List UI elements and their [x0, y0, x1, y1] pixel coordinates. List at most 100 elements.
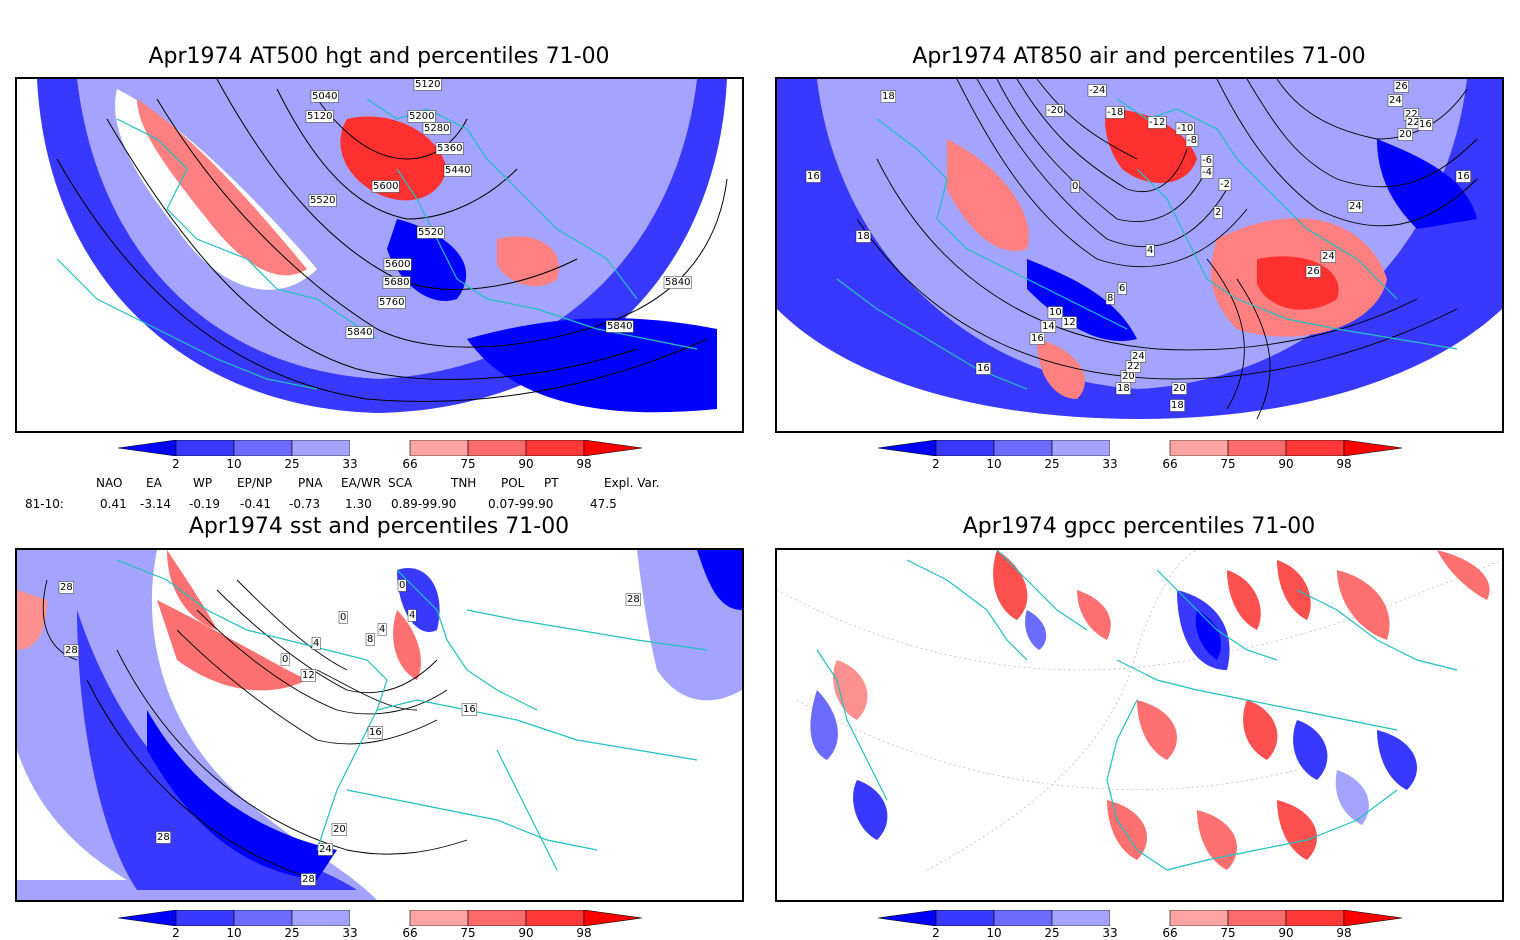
tc-header-sca: SCA [388, 476, 413, 490]
cbar-tl-label-4: 66 [402, 457, 418, 471]
cbar-br-label-6: 90 [1278, 926, 1294, 940]
colorbar-top-left [118, 440, 643, 456]
air-label-12: 6 [1119, 283, 1125, 294]
tc-header-pt: PT [544, 476, 559, 490]
cbar-tr-label-6: 90 [1278, 457, 1294, 471]
hgt-label-2: 5120 [307, 111, 332, 122]
air-label-23: 22 [1405, 109, 1418, 120]
sst-label-0: 28 [60, 582, 73, 593]
tc-header-eawr: EA/WR [341, 476, 382, 490]
sst-label-1: 28 [65, 645, 78, 656]
cbar-br-label-7: 98 [1336, 926, 1352, 940]
cbar-tl-label-0: 2 [172, 457, 180, 471]
tc-value-nao: 0.41 [100, 497, 127, 511]
air-label-22: 20 [1399, 129, 1412, 140]
cbar-tl-label-1: 10 [226, 457, 242, 471]
air-label-32: 16 [1419, 119, 1432, 130]
sst-label-16: 28 [627, 594, 640, 605]
cbar-tr-label-7: 98 [1336, 457, 1352, 471]
map-air-svg: -24 -20 -18 -12 -10 -8 -6 -4 -2 0 2 4 6 … [777, 79, 1502, 420]
hgt-label-12: 5760 [379, 297, 404, 308]
tc-header-ea: EA [146, 476, 162, 490]
sst-label-7: 4 [313, 638, 319, 649]
tc-header-expl: Expl. Var. [604, 476, 660, 490]
air-label-10: 2 [1215, 207, 1221, 218]
cbar-bl-label-3: 33 [342, 926, 358, 940]
hgt-label-8: 5520 [310, 195, 335, 206]
air-label-20: 18 [857, 231, 870, 242]
air-label-31: 18 [1171, 400, 1184, 411]
map-gpcc [775, 548, 1504, 902]
air-label-19: 16 [977, 363, 990, 374]
air-label-4: -10 [1177, 123, 1193, 134]
tc-value-ea: -3.14 [140, 497, 172, 511]
sst-label-3: 4 [409, 610, 415, 621]
hgt-label-7: 5600 [373, 181, 398, 192]
cbar-tr-label-4: 66 [1162, 457, 1178, 471]
tc-row-label: 81-10: [25, 497, 64, 511]
air-label-34: 18 [1117, 383, 1130, 394]
cbar-tl-label-2: 25 [284, 457, 300, 471]
sst-label-11: 16 [369, 727, 382, 738]
sst-label-14: 28 [302, 874, 315, 885]
air-label-17: 16 [807, 171, 820, 182]
sst-label-13: 24 [319, 844, 332, 855]
hgt-label-5: 5360 [437, 143, 462, 154]
map-sst: 28 28 0 4 0 4 8 4 0 12 16 16 20 24 28 28… [15, 548, 744, 902]
map-sst-svg: 28 28 0 4 0 4 8 4 0 12 16 16 20 24 28 28… [17, 550, 742, 900]
air-label-33: 16 [1457, 171, 1470, 182]
tc-header-epnp: EP/NP [237, 476, 273, 490]
cbar-br-label-2: 25 [1044, 926, 1060, 940]
tc-header-pol: POL [501, 476, 525, 490]
panel-title-sst: Apr1974 sst and percentiles 71-00 [188, 514, 570, 539]
air-label-2: -18 [1107, 107, 1123, 118]
air-label-28: 24 [1322, 251, 1335, 262]
cbar-br-label-4: 66 [1162, 926, 1178, 940]
air-label-9: 0 [1072, 181, 1078, 192]
tc-header-tnh: TNH [451, 476, 477, 490]
colorbar-top-right [878, 440, 1403, 456]
panel-title-gpcc: Apr1974 gpcc percentiles 71-00 [962, 514, 1316, 539]
hgt-label-3: 5200 [409, 111, 434, 122]
hgt-label-13: 5840 [347, 327, 372, 338]
tc-value-sca: 0.89-99.90 [391, 497, 457, 511]
hgt-label-14: 5840 [665, 277, 690, 288]
air-label-37: 24 [1132, 351, 1145, 362]
air-label-6: -6 [1202, 155, 1212, 166]
air-label-0: -24 [1089, 85, 1105, 96]
panel-title-hgt: Apr1974 AT500 hgt and percentiles 71-00 [148, 44, 610, 69]
map-air: -24 -20 -18 -12 -10 -8 -6 -4 -2 0 2 4 6 … [775, 77, 1504, 433]
air-label-36: 22 [1127, 361, 1140, 372]
cbar-bl-label-4: 66 [402, 926, 418, 940]
tc-value-expl: 47.5 [590, 497, 617, 511]
tc-value-pna: -0.73 [289, 497, 321, 511]
air-label-29: 22 [1407, 117, 1420, 128]
cbar-tr-label-0: 2 [932, 457, 940, 471]
cbar-bl-label-6: 90 [518, 926, 534, 940]
hgt-label-6: 5440 [445, 165, 470, 176]
map-hgt-svg: 5040 5120 5120 5200 5280 5360 5440 5600 … [17, 79, 728, 413]
tc-header-nao: NAO [96, 476, 123, 490]
hgt-label-4: 5280 [424, 123, 449, 134]
air-label-27: 26 [1307, 266, 1320, 277]
air-label-24: 24 [1389, 95, 1402, 106]
tc-value-wp: -0.19 [189, 497, 221, 511]
cbar-br-label-3: 33 [1102, 926, 1118, 940]
cbar-br-label-5: 75 [1220, 926, 1236, 940]
air-label-5: -8 [1187, 135, 1197, 146]
hgt-label-1: 5120 [415, 79, 440, 90]
sst-label-2: 0 [399, 580, 405, 591]
air-label-21: 18 [882, 91, 895, 102]
air-label-11: 4 [1147, 245, 1153, 256]
tc-value-epnp: -0.41 [240, 497, 272, 511]
tc-value-pol: 0.07-99.90 [488, 497, 554, 511]
cbar-br-label-0: 2 [932, 926, 940, 940]
sst-label-5: 4 [379, 624, 385, 635]
air-label-14: 10 [1049, 307, 1062, 318]
air-label-30: 20 [1173, 383, 1186, 394]
hgt-label-0: 5040 [312, 91, 337, 102]
air-label-1: -20 [1047, 105, 1063, 116]
cbar-bl-label-5: 75 [460, 926, 476, 940]
cbar-tr-label-5: 75 [1220, 457, 1236, 471]
air-label-16: 14 [1042, 321, 1055, 332]
